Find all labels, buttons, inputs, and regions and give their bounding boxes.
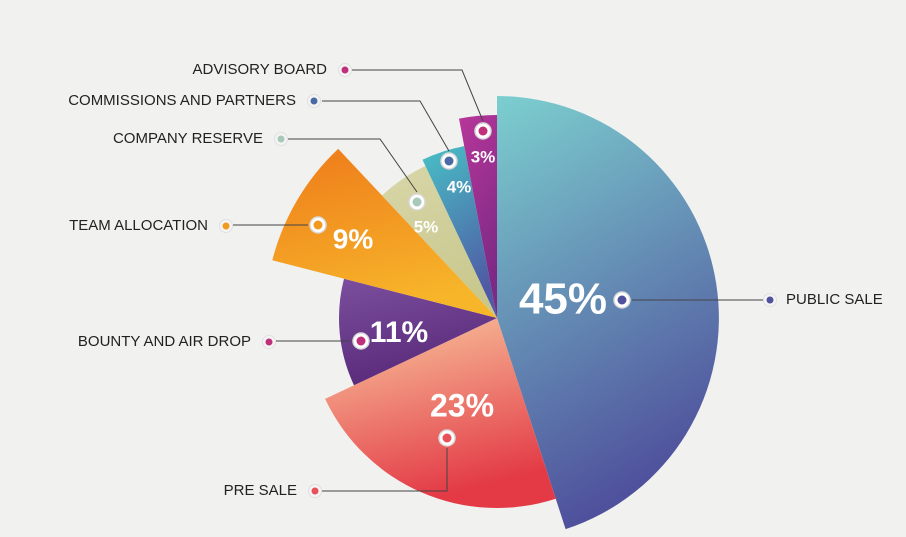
- slice-marker-dot-pre-sale: [442, 433, 452, 443]
- value-label-team-allocation: 9%: [333, 223, 374, 254]
- slice-marker-dot-advisory-board: [478, 126, 488, 136]
- slice-advisory-board: [459, 115, 497, 318]
- category-label-advisory-board: ADVISORY BOARD: [193, 61, 328, 78]
- slice-marker-dot-public-sale: [617, 295, 627, 305]
- slice-bounty-and-air-drop: [339, 278, 497, 386]
- leader-line-commissions-and-partners: [322, 100, 450, 152]
- category-label-commissions-and-partners: COMMISSIONS AND PARTNERS: [68, 92, 296, 109]
- slice-marker-dot-commissions-and-partners: [444, 156, 454, 166]
- category-label-company-reserve: COMPANY RESERVE: [113, 130, 263, 147]
- slice-marker-dot-bounty-and-air-drop: [356, 336, 366, 346]
- legend-dot-fill-team-allocation: [222, 222, 230, 230]
- leader-line-pre-sale: [322, 448, 448, 492]
- legend-dot-fill-bounty-and-air-drop: [265, 338, 273, 346]
- value-label-bounty-and-air-drop: 11%: [370, 316, 428, 349]
- legend-dot-fill-public-sale: [766, 296, 774, 304]
- category-label-bounty-and-air-drop: BOUNTY AND AIR DROP: [78, 333, 251, 350]
- callout-labels: 45% PUBLIC SALE 23% PRE SALE 11% BOUNTY AND A…: [68, 61, 883, 499]
- category-label-team-allocation: TEAM ALLOCATION: [69, 217, 208, 234]
- value-label-advisory-board: 3%: [471, 147, 496, 166]
- legend-dot-fill-pre-sale: [311, 487, 319, 495]
- value-label-pre-sale: 23%: [430, 387, 494, 423]
- slice-commissions-and-partners: [422, 146, 497, 318]
- legend-dot-fill-commissions-and-partners: [310, 97, 318, 105]
- value-label-company-reserve: 5%: [414, 217, 439, 236]
- legend-dot-fill-advisory-board: [341, 66, 349, 74]
- value-label-commissions-and-partners: 4%: [447, 177, 472, 196]
- slice-marker-dot-company-reserve: [412, 197, 422, 207]
- category-label-pre-sale: PRE SALE: [224, 482, 297, 499]
- leader-line-advisory-board: [352, 69, 484, 122]
- leader-line-company-reserve: [288, 138, 418, 193]
- legend-dot-fill-company-reserve: [277, 135, 285, 143]
- value-label-public-sale: 45%: [519, 275, 607, 324]
- slice-public-sale: [497, 96, 719, 530]
- slice-pre-sale: [325, 318, 556, 508]
- category-label-public-sale: PUBLIC SALE: [786, 291, 883, 308]
- callout-lines: [233, 69, 770, 492]
- pie-slices: [272, 96, 719, 530]
- slice-marker-dot-team-allocation: [313, 220, 323, 230]
- slice-team-allocation: [272, 148, 497, 318]
